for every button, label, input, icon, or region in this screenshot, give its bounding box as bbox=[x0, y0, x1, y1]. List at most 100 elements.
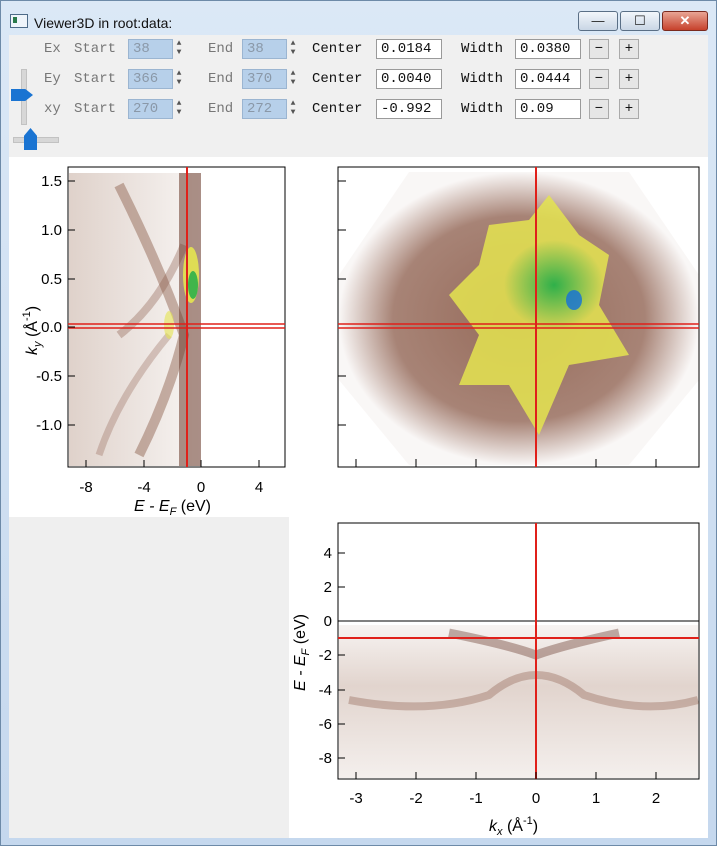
control-row-ey: Ey Start 366 ▲ ▼ End 370 ▲ ▼ Center 0.0040… bbox=[9, 67, 708, 91]
x-tick-label: -4 bbox=[137, 479, 150, 496]
control-panel: Ex Start 38 ▲ ▼ End 38 ▲ ▼ Center 0.0184 W… bbox=[9, 35, 708, 157]
svg-text:E - EF (eV): E - EF (eV) bbox=[134, 498, 211, 518]
x-tick-label: 0 bbox=[197, 479, 205, 496]
width-label: Width bbox=[461, 71, 504, 87]
plots-canvas: -8 -4 0 4 1.5 1.0 0.5 0.0 -0.5 -1.0 bbox=[21, 166, 700, 838]
y-tick-label: 0 bbox=[324, 613, 332, 630]
control-row-xy: xy Start 270 ▲ ▼ End 272 ▲ ▼ Center -0.992… bbox=[9, 97, 708, 121]
end-field[interactable]: 38 bbox=[242, 39, 287, 59]
dispersion-band bbox=[348, 671, 700, 711]
intensity-peak bbox=[566, 290, 582, 310]
y-tick-label: 1.5 bbox=[41, 173, 62, 190]
axis-label: xy bbox=[44, 101, 61, 117]
y-tick-label: 2 bbox=[324, 579, 332, 596]
width-field[interactable]: 0.09 bbox=[515, 99, 581, 119]
end-stepper[interactable]: ▲ ▼ bbox=[290, 99, 296, 117]
app-icon bbox=[10, 14, 28, 28]
close-button[interactable]: ✕ bbox=[662, 11, 708, 31]
width-field[interactable]: 0.0444 bbox=[515, 69, 581, 89]
end-label: End bbox=[208, 101, 234, 117]
start-stepper[interactable]: ▲ ▼ bbox=[176, 69, 182, 87]
start-label: Start bbox=[74, 101, 117, 117]
plot-e-ky[interactable]: -8 -4 0 4 1.5 1.0 0.5 0.0 -0.5 -1.0 bbox=[36, 166, 286, 496]
x-tick-label: 0 bbox=[532, 790, 540, 807]
minus-button[interactable]: − bbox=[589, 99, 609, 119]
y-tick-label: 0.0 bbox=[41, 319, 62, 336]
svg-text:kx (Å-1): kx (Å-1) bbox=[489, 815, 538, 838]
end-stepper[interactable]: ▲ ▼ bbox=[290, 69, 296, 87]
start-label: Start bbox=[74, 41, 117, 57]
horizontal-slider-thumb[interactable] bbox=[24, 128, 37, 150]
y-tick-label: -1.0 bbox=[36, 417, 62, 434]
y-tick-label: -2 bbox=[319, 647, 332, 664]
y-tick-label: 1.0 bbox=[41, 222, 62, 239]
start-label: Start bbox=[74, 71, 117, 87]
center-field[interactable]: 0.0040 bbox=[376, 69, 442, 89]
bottom-ylabel: E - EF (eV) bbox=[292, 614, 312, 691]
title-bar[interactable]: Viewer3D in root:data: — ☐ ✕ bbox=[1, 1, 716, 35]
width-label: Width bbox=[461, 41, 504, 57]
x-tick-label: 4 bbox=[255, 479, 263, 496]
center-label: Center bbox=[312, 41, 363, 57]
y-tick-label: -6 bbox=[319, 716, 332, 733]
y-tick-label: -8 bbox=[319, 750, 332, 767]
end-field[interactable]: 272 bbox=[242, 99, 287, 119]
start-stepper[interactable]: ▲ ▼ bbox=[176, 99, 182, 117]
minimize-button[interactable]: — bbox=[578, 11, 618, 31]
x-tick-label: 2 bbox=[652, 790, 660, 807]
intensity-hotspot bbox=[164, 311, 174, 339]
x-tick-label: 1 bbox=[592, 790, 600, 807]
client-area: Ex Start 38 ▲ ▼ End 38 ▲ ▼ Center 0.0184 W… bbox=[9, 35, 708, 838]
y-tick-label: -4 bbox=[319, 682, 332, 699]
width-label: Width bbox=[461, 101, 504, 117]
start-field[interactable]: 366 bbox=[128, 69, 173, 89]
empty-panel bbox=[9, 517, 289, 838]
left-ylabel: ky (Å-1) bbox=[21, 306, 44, 355]
x-tick-label: -2 bbox=[409, 790, 422, 807]
left-xlabel: E - EF (eV) bbox=[134, 498, 211, 518]
control-row-ex: Ex Start 38 ▲ ▼ End 38 ▲ ▼ Center 0.0184 W… bbox=[9, 37, 708, 61]
svg-text:E - EF (eV): E - EF (eV) bbox=[292, 614, 312, 691]
x-tick-label: -3 bbox=[349, 790, 362, 807]
end-field[interactable]: 370 bbox=[242, 69, 287, 89]
center-label: Center bbox=[312, 71, 363, 87]
minus-button[interactable]: − bbox=[589, 69, 609, 89]
bottom-xlabel: kx (Å-1) bbox=[489, 815, 538, 838]
start-field[interactable]: 38 bbox=[128, 39, 173, 59]
x-tick-label: -8 bbox=[79, 479, 92, 496]
end-label: End bbox=[208, 71, 234, 87]
dispersion-band bbox=[95, 332, 172, 457]
center-label: Center bbox=[312, 101, 363, 117]
vertical-slider-thumb[interactable] bbox=[11, 89, 33, 101]
plus-button[interactable]: + bbox=[619, 99, 639, 119]
spectral-background bbox=[339, 625, 698, 778]
minus-button[interactable]: − bbox=[589, 39, 609, 59]
start-stepper[interactable]: ▲ ▼ bbox=[176, 39, 182, 57]
maximize-button[interactable]: ☐ bbox=[620, 11, 660, 31]
axis-label: Ex bbox=[44, 41, 61, 57]
y-tick-label: 4 bbox=[324, 545, 332, 562]
bottom-axes: -3 -2 -1 0 1 2 4 2 0 -2 -4 -6 -8 bbox=[319, 545, 661, 807]
kx-ky-ticks bbox=[338, 180, 657, 467]
intensity-hotspot bbox=[188, 271, 198, 299]
center-field[interactable]: 0.0184 bbox=[376, 39, 442, 59]
x-tick-label: -1 bbox=[469, 790, 482, 807]
y-tick-label: 0.5 bbox=[41, 271, 62, 288]
axis-label: Ey bbox=[44, 71, 61, 87]
start-field[interactable]: 270 bbox=[128, 99, 173, 119]
width-field[interactable]: 0.0380 bbox=[515, 39, 581, 59]
end-label: End bbox=[208, 41, 234, 57]
svg-text:ky (Å-1): ky (Å-1) bbox=[21, 306, 44, 355]
left-axes: -8 -4 0 4 1.5 1.0 0.5 0.0 -0.5 -1.0 bbox=[36, 173, 263, 496]
window-title: Viewer3D in root:data: bbox=[34, 15, 173, 31]
plot-kx-ky[interactable] bbox=[337, 166, 700, 468]
end-stepper[interactable]: ▲ ▼ bbox=[290, 39, 296, 57]
intensity-core bbox=[504, 240, 604, 330]
y-tick-label: -0.5 bbox=[36, 368, 62, 385]
fermi-edge-band bbox=[179, 173, 201, 466]
plus-button[interactable]: + bbox=[619, 69, 639, 89]
plus-button[interactable]: + bbox=[619, 39, 639, 59]
center-field[interactable]: -0.992 bbox=[376, 99, 442, 119]
plot-kx-e[interactable]: -3 -2 -1 0 1 2 4 2 0 -2 -4 -6 -8 bbox=[319, 522, 700, 807]
